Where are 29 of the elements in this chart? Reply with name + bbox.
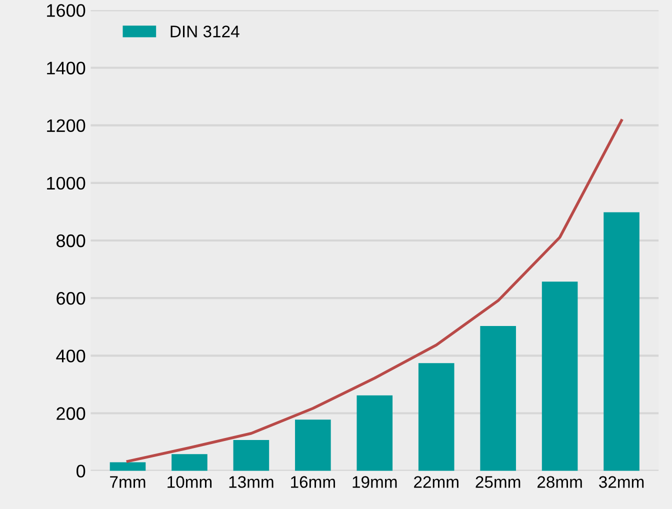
bar: [295, 420, 331, 471]
x-tick-label: 13mm: [229, 476, 274, 488]
bar: [172, 454, 208, 471]
y-tick-label: 1000: [47, 176, 86, 190]
line-series: [126, 119, 623, 463]
y-tick-label: 1200: [47, 119, 86, 132]
bar: [542, 282, 578, 471]
y-tick-label: 1600: [47, 4, 86, 17]
x-tick-label: 32mm: [599, 476, 644, 488]
x-tick-label: 16mm: [291, 476, 335, 488]
y-tick-label: 400: [56, 350, 86, 362]
x-tick-label: 25mm: [476, 476, 520, 488]
y-tick-label: 0: [76, 464, 86, 478]
bar: [110, 462, 146, 471]
x-tick-label: 19mm: [352, 476, 397, 488]
legend-label: DIN 3124: [170, 26, 240, 38]
bar: [418, 363, 454, 471]
x-tick-label: 22mm: [414, 476, 458, 488]
bar: [356, 395, 393, 471]
x-tick-label: 7mm: [110, 476, 146, 488]
bar: [233, 440, 270, 471]
x-tick-label: 10mm: [168, 476, 212, 488]
x-tick-label: 28mm: [537, 476, 582, 488]
bar: [604, 212, 640, 471]
y-tick-label: 600: [56, 292, 86, 305]
bar: [480, 326, 516, 471]
y-tick-label: 1400: [47, 62, 86, 74]
y-tick-label: 800: [56, 234, 86, 248]
y-tick-label: 200: [56, 407, 86, 420]
